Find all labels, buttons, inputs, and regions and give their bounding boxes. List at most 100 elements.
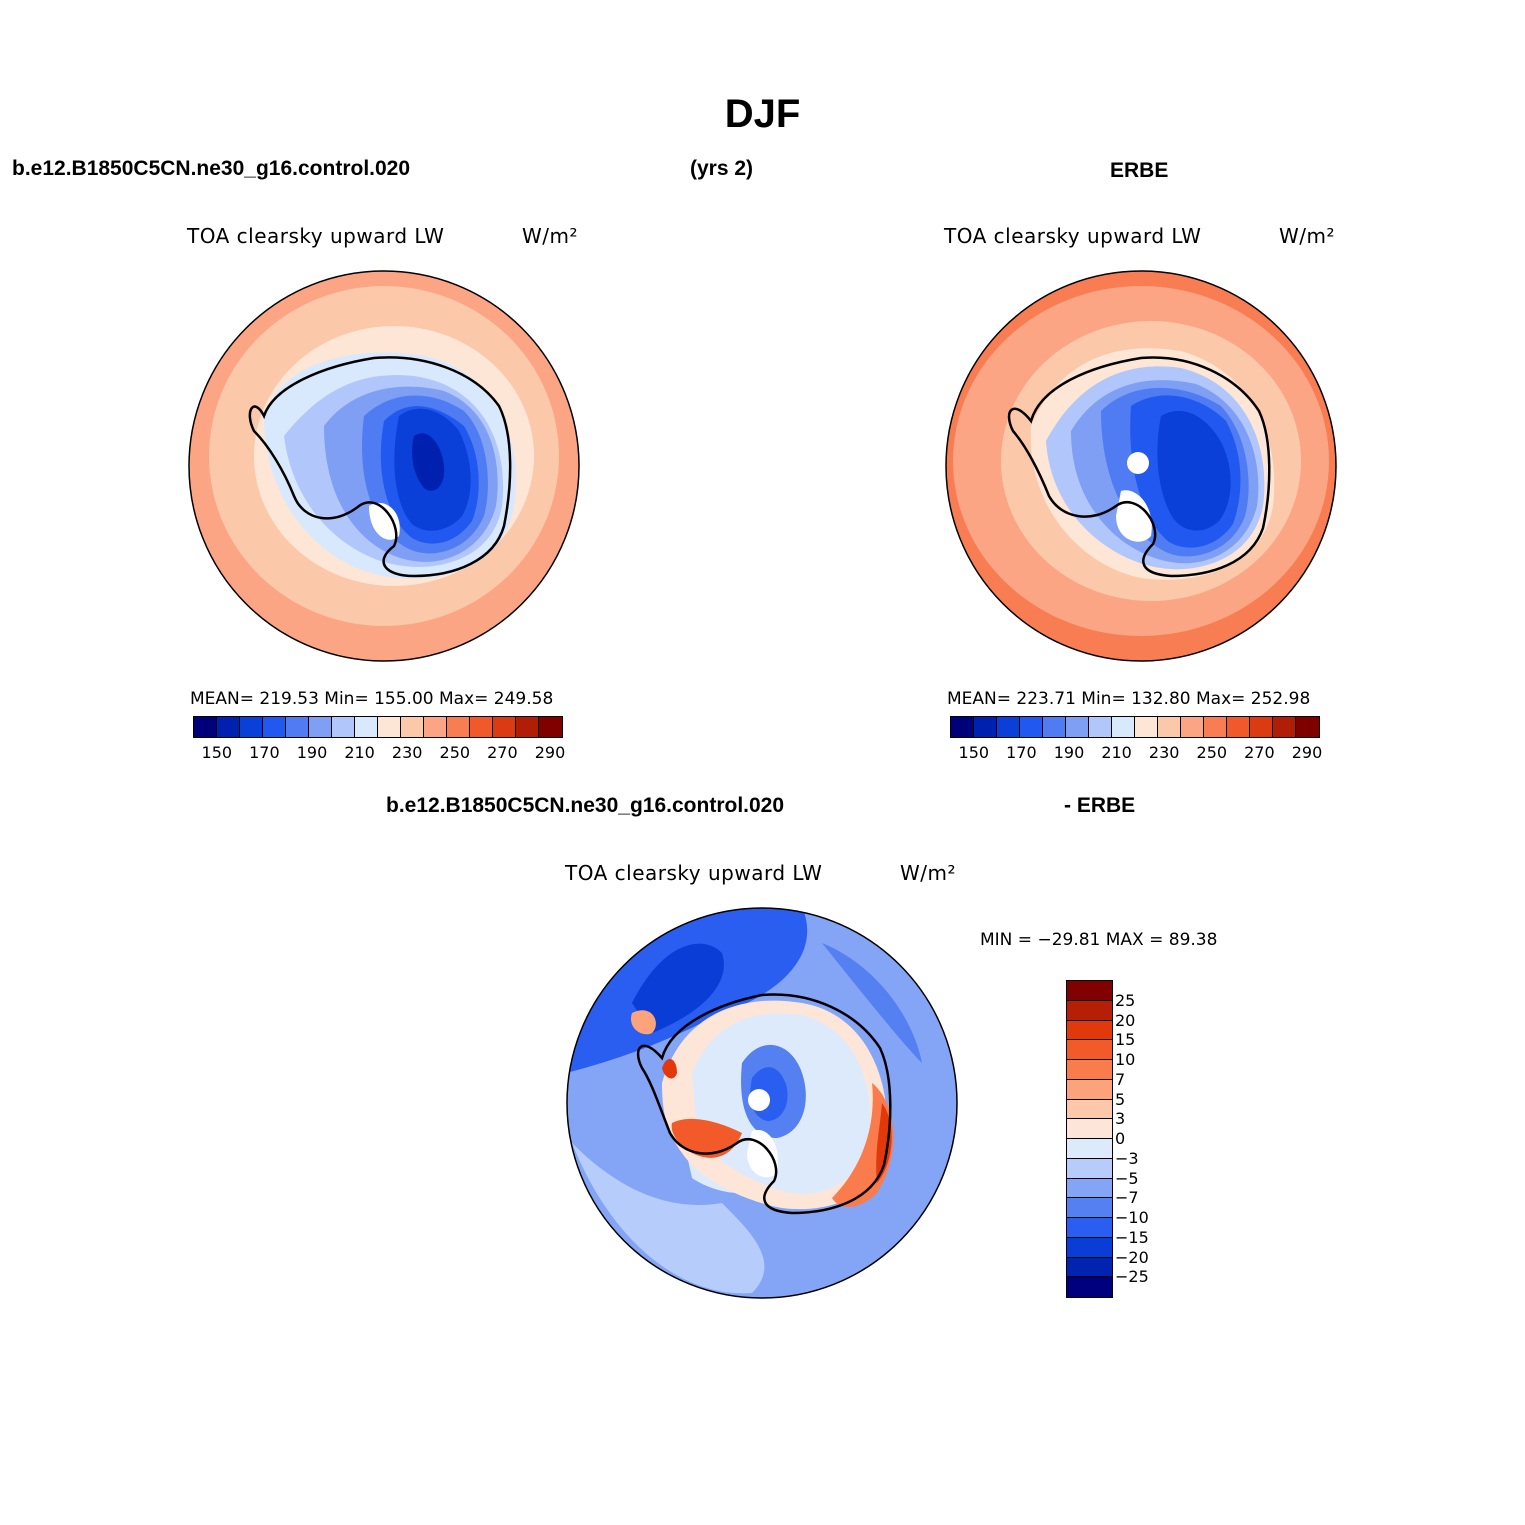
colorbar-tick-label: 290	[1291, 743, 1323, 762]
diff-panel-title: TOA clearsky upward LW	[565, 861, 823, 885]
colorbar-swatch	[1067, 1198, 1112, 1218]
colorbar-tick-label: 190	[1053, 743, 1085, 762]
colorbar-swatch	[1067, 1237, 1112, 1258]
colorbar-swatch	[1158, 717, 1181, 737]
diff-minmax: MIN = −29.81 MAX = 89.38	[980, 930, 1218, 950]
colorbar-swatch	[1067, 1119, 1112, 1139]
colorbar-swatch	[1135, 717, 1158, 737]
model-panel-title: TOA clearsky upward LW	[187, 224, 445, 248]
colorbar-swatch	[1067, 1139, 1112, 1159]
colorbar-tick-label: 210	[344, 743, 375, 762]
colorbar-swatch	[309, 717, 332, 737]
colorbar-tick-label: 230	[391, 743, 423, 762]
colorbar-swatch	[493, 717, 516, 737]
model-colorbar	[193, 716, 563, 738]
colorbar-tick-label: −15	[1115, 1227, 1149, 1247]
colorbar-swatch	[1066, 717, 1089, 737]
colorbar-tick-label: 150	[958, 743, 990, 762]
colorbar-tick-label: 3	[1115, 1109, 1126, 1129]
colorbar-tick-label: 250	[439, 743, 471, 762]
colorbar-swatch	[332, 717, 355, 737]
colorbar-tick-label: −25	[1115, 1267, 1149, 1287]
colorbar-swatch	[1020, 717, 1043, 737]
diff-polar-map	[566, 907, 958, 1299]
model-panel-units: W/m²	[522, 224, 579, 248]
colorbar-swatch	[263, 717, 286, 737]
colorbar-tick-label: 20	[1115, 1010, 1136, 1030]
colorbar-swatch	[447, 717, 470, 737]
diff-colorbar	[1066, 980, 1113, 1298]
colorbar-swatch	[286, 717, 309, 737]
colorbar-swatch	[1067, 1000, 1112, 1021]
model-stats: MEAN= 219.53 Min= 155.00 Max= 249.58	[190, 689, 554, 709]
colorbar-swatch	[1089, 717, 1112, 737]
colorbar-swatch	[1067, 1060, 1112, 1080]
years-label: (yrs 2)	[690, 157, 754, 180]
colorbar-tick-label: 270	[487, 743, 518, 762]
colorbar-tick-label: −7	[1115, 1188, 1139, 1208]
colorbar-swatch	[1067, 1178, 1112, 1199]
colorbar-swatch	[1067, 1099, 1112, 1120]
colorbar-tick-label: 170	[249, 743, 280, 762]
colorbar-swatch	[194, 717, 217, 737]
colorbar-swatch	[1067, 1277, 1112, 1297]
colorbar-swatch	[424, 717, 447, 737]
obs-panel-units: W/m²	[1279, 224, 1336, 248]
colorbar-swatch	[951, 717, 974, 737]
colorbar-swatch	[997, 717, 1020, 737]
colorbar-swatch	[217, 717, 240, 737]
colorbar-swatch	[1181, 717, 1204, 737]
colorbar-swatch	[1043, 717, 1066, 737]
colorbar-swatch	[1112, 717, 1135, 737]
colorbar-tick-label: 7	[1115, 1069, 1126, 1089]
obs-panel-title: TOA clearsky upward LW	[944, 224, 1202, 248]
colorbar-tick-label: 210	[1101, 743, 1132, 762]
colorbar-swatch	[1250, 717, 1273, 737]
colorbar-swatch	[1227, 717, 1250, 737]
diff-obs-label: - ERBE	[1064, 794, 1136, 817]
colorbar-tick-label: −10	[1115, 1208, 1149, 1227]
colorbar-swatch	[1204, 717, 1227, 737]
colorbar-swatch	[1273, 717, 1296, 737]
obs-coastline	[1007, 356, 1271, 578]
colorbar-swatch	[1067, 1257, 1112, 1278]
colorbar-swatch	[974, 717, 997, 737]
colorbar-swatch	[1296, 717, 1319, 737]
colorbar-tick-label: 270	[1244, 743, 1275, 762]
colorbar-tick-label: 290	[534, 743, 566, 762]
colorbar-tick-label: 250	[1196, 743, 1228, 762]
colorbar-tick-label: 5	[1115, 1089, 1126, 1109]
colorbar-tick-label: 230	[1148, 743, 1180, 762]
colorbar-tick-label: 190	[296, 743, 328, 762]
colorbar-swatch	[1067, 1020, 1112, 1041]
colorbar-swatch	[539, 717, 562, 737]
obs-colorbar	[950, 716, 1320, 738]
model-polar-map	[188, 270, 580, 662]
colorbar-tick-label: 150	[201, 743, 233, 762]
colorbar-tick-label: 10	[1115, 1050, 1136, 1069]
colorbar-tick-label: 15	[1115, 1030, 1136, 1050]
colorbar-swatch	[355, 717, 378, 737]
colorbar-swatch	[1067, 981, 1112, 1001]
colorbar-tick-label: 0	[1115, 1129, 1126, 1148]
colorbar-swatch	[470, 717, 493, 737]
colorbar-tick-label: −5	[1115, 1168, 1139, 1188]
diff-case-label: b.e12.B1850C5CN.ne30_g16.control.020	[386, 794, 785, 817]
obs-stats: MEAN= 223.71 Min= 132.80 Max= 252.98	[947, 689, 1311, 709]
model-case-label: b.e12.B1850C5CN.ne30_g16.control.020	[12, 157, 411, 180]
diff-panel-units: W/m²	[900, 861, 957, 885]
colorbar-tick-label: −20	[1115, 1247, 1149, 1267]
colorbar-swatch	[378, 717, 401, 737]
obs-label: ERBE	[1110, 159, 1169, 182]
model-coastline	[248, 356, 512, 578]
colorbar-tick-label: 25	[1115, 990, 1136, 1010]
colorbar-swatch	[1067, 1079, 1112, 1100]
figure-title: DJF	[724, 92, 801, 136]
colorbar-tick-label: 170	[1006, 743, 1037, 762]
colorbar-swatch	[1067, 1218, 1112, 1238]
colorbar-swatch	[401, 717, 424, 737]
colorbar-swatch	[240, 717, 263, 737]
colorbar-tick-label: −3	[1115, 1148, 1139, 1168]
obs-polar-map	[945, 270, 1337, 662]
colorbar-swatch	[1067, 1158, 1112, 1179]
